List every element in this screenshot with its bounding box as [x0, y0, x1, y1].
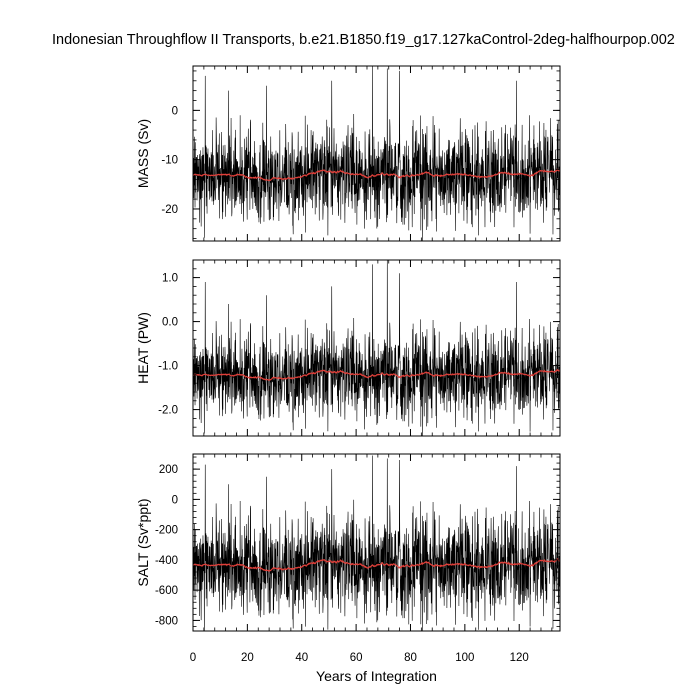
salt-panel: 200 0 -200 -400 -600 -800 SALT (Sv*ppt) — [135, 453, 561, 632]
mass-ytick-label: 0 — [172, 105, 178, 117]
xtick-label: 120 — [510, 652, 529, 664]
heat-series-line — [193, 260, 560, 436]
xtick-label: 80 — [404, 652, 417, 664]
x-axis-label: Years of Integration — [316, 668, 437, 684]
xtick-label: 60 — [350, 652, 363, 664]
heat-smoothed-line — [193, 368, 560, 381]
xtick-label: 40 — [295, 652, 308, 664]
mass-panel: 0 -10 -20 MASS (Sv) — [135, 65, 561, 242]
heat-ytick-label: -2.0 — [158, 405, 178, 417]
heat-ytick-label: -1.0 — [158, 361, 178, 373]
salt-ytick-label: 0 — [172, 494, 178, 506]
xtick-label: 0 — [190, 652, 196, 664]
salt-smoothed-line — [193, 557, 560, 572]
salt-ytick-label: -800 — [155, 615, 178, 627]
salt-ytick-label: 200 — [159, 464, 178, 476]
mass-ytick-label: -10 — [161, 155, 178, 167]
salt-ytick-label: -200 — [155, 525, 178, 537]
mass-smoothed-line — [193, 168, 560, 182]
salt-ytick-label: -400 — [155, 555, 178, 567]
heat-panel: 1.0 0.0 -1.0 -2.0 HEAT (PW) — [135, 259, 561, 437]
salt-ylabel: SALT (Sv*ppt) — [135, 498, 151, 586]
salt-frame — [192, 453, 561, 632]
xtick-label: 20 — [241, 652, 254, 664]
salt-ytick-label: -600 — [155, 585, 178, 597]
mass-ylabel: MASS (Sv) — [135, 119, 151, 188]
x-axis: 0 20 40 60 80 100 120 Years of Integration — [190, 652, 529, 684]
mass-frame — [192, 65, 561, 242]
mass-ytick-label: -20 — [161, 204, 178, 216]
heat-ytick-label: 0.0 — [162, 317, 178, 329]
xtick-label: 100 — [455, 652, 474, 664]
salt-series-line — [193, 455, 560, 631]
mass-series-line — [193, 66, 560, 241]
chart-title: Indonesian Throughflow II Transports, b.… — [52, 32, 675, 48]
heat-ytick-label: 1.0 — [162, 273, 178, 285]
heat-ylabel: HEAT (PW) — [135, 312, 151, 384]
